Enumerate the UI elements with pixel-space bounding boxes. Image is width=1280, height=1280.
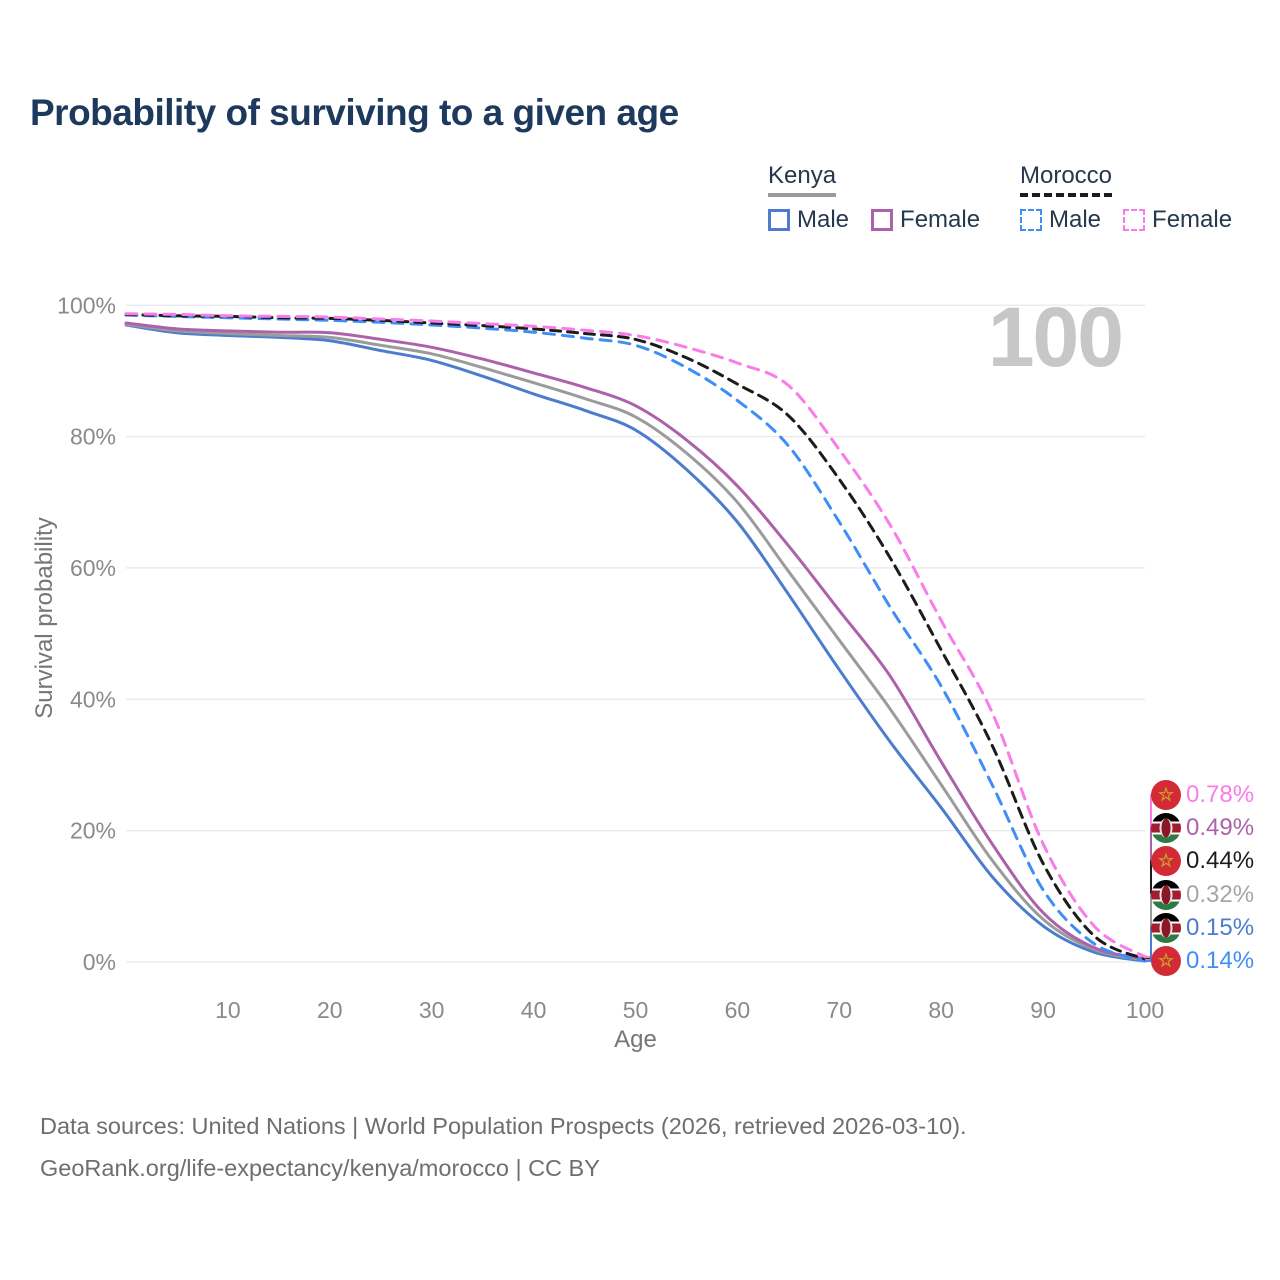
x-tick-label-80: 80 [928,997,954,1023]
legend-item-kenya-female[interactable]: Female [871,206,980,234]
x-tick-label-100: 100 [1126,997,1164,1023]
end-label-value: 0.15% [1186,913,1255,941]
series-line-kenya_both [124,322,1147,962]
morocco-female-swatch-icon [1123,209,1146,231]
legend-item-morocco-male[interactable]: Male [1020,206,1101,234]
kenya-flag-icon [1151,912,1181,943]
x-tick-label-50: 50 [623,997,649,1023]
footer-attribution: GeoRank.org/life-expectancy/kenya/morocc… [40,1154,600,1181]
end-label-morocco-female: 0.78% [1151,780,1254,810]
x-tick-label-40: 40 [521,997,547,1023]
morocco-flag-icon [1151,846,1181,877]
kenya-flag-icon [1151,879,1181,910]
legend-items-kenya: Male Female [768,206,980,234]
series-line-morocco_female [124,312,1147,959]
y-tick-label-20: 20% [70,818,116,844]
x-tick-label-70: 70 [827,997,853,1023]
end-label-kenya-male: 0.15% [1151,912,1255,943]
morocco-flag-icon [1151,946,1181,976]
end-label-kenya-female: 0.49% [1151,813,1255,844]
end-label-kenya-both: 0.32% [1151,879,1255,910]
series-line-kenya_female [124,321,1147,961]
y-tick-label-40: 40% [70,686,116,712]
end-label-value: 0.44% [1186,847,1255,875]
series-line-morocco_both [124,312,1147,961]
x-axis-title: Age [614,1026,657,1053]
kenya-flag-icon [1151,813,1181,844]
x-tick-label-60: 60 [725,997,751,1023]
end-label-value: 0.32% [1186,880,1255,908]
x-tick-label-20: 20 [317,997,343,1023]
y-tick-label-0: 0% [83,949,116,975]
legend-items-morocco: Male Female [1020,206,1232,234]
morocco-male-swatch-icon [1020,209,1042,231]
end-label-morocco-both: 0.44% [1151,846,1255,877]
page-title: Probability of surviving to a given age [30,92,679,133]
y-axis-title: Survival probability [31,517,58,719]
y-tick-label-80: 80% [70,424,116,450]
end-label-morocco-male: 0.14% [1151,946,1254,976]
legend-label-morocco-male: Male [1049,206,1102,233]
legend-group-morocco: Morocco Male Female [1020,162,1232,234]
footer: Data sources: United Nations | World Pop… [40,1106,967,1190]
morocco-flag-icon [1151,780,1181,810]
series-line-morocco_male [124,313,1147,963]
kenya-female-swatch-icon [871,209,894,231]
kenya-male-swatch-icon [768,209,790,231]
legend-group-kenya: Kenya Male Female [768,162,980,234]
y-tick-label-100: 100% [57,292,116,318]
series-line-kenya_male [124,323,1147,963]
end-label-value: 0.14% [1186,947,1255,974]
legend-label-kenya-male: Male [797,206,850,233]
legend-item-kenya-male[interactable]: Male [768,206,849,234]
legend-header-morocco: Morocco [1020,162,1113,197]
legend-header-kenya: Kenya [768,162,837,197]
x-tick-label-90: 90 [1030,997,1056,1023]
x-tick-label-10: 10 [215,997,241,1023]
legend-label-kenya-female: Female [900,206,981,233]
footer-sources: Data sources: United Nations | World Pop… [40,1113,967,1139]
end-label-value: 0.78% [1186,781,1255,808]
y-tick-label-60: 60% [70,555,116,581]
legend-item-morocco-female[interactable]: Female [1123,206,1232,234]
end-label-value: 0.49% [1186,814,1255,842]
x-tick-label-30: 30 [419,997,445,1023]
legend-label-morocco-female: Female [1152,206,1233,233]
